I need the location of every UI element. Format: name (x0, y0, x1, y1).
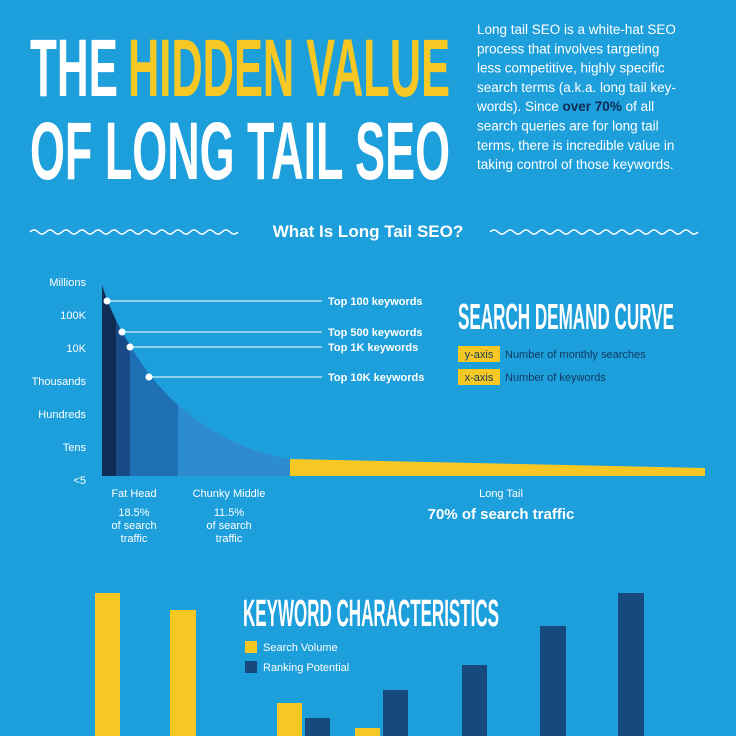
intro-line: terms, there is incredible value in (477, 138, 674, 153)
y-label: Millions (49, 277, 86, 289)
intro-line: search terms (a.k.a. long tail key- (477, 80, 676, 95)
bar (618, 593, 644, 736)
section-title: KEYWORD CHARACTERISTICS (243, 593, 499, 635)
segment-note: traffic (216, 533, 243, 545)
segment-name: Chunky Middle (193, 488, 266, 500)
segment-share: 18.5% (118, 507, 149, 519)
bar (383, 690, 408, 736)
y-label: Tens (63, 442, 87, 454)
legend-key-box (458, 369, 500, 385)
intro-line: process that involves targeting (477, 41, 659, 56)
intro-line: taking control of those keywords. (477, 157, 674, 172)
legend-swatch (245, 661, 257, 673)
intro: Long tail SEO is a white-hat SEO process … (476, 22, 676, 172)
intro-highlight: over 70% (563, 99, 622, 114)
legend-key: y-axis (465, 349, 494, 361)
bar (305, 718, 330, 736)
intro-line: search queries are for long tail (477, 119, 659, 134)
intro-line: Long tail SEO is a white-hat SEO (477, 22, 676, 37)
segment-name: Fat Head (111, 488, 156, 500)
fat-head (102, 285, 116, 476)
segment-name: Long Tail (479, 488, 523, 500)
segment-note: traffic (121, 533, 148, 545)
wave (29, 229, 239, 235)
marker-label: Top 500 keywords (328, 327, 423, 339)
bar (95, 593, 120, 736)
segment-share: 70% of search traffic (428, 506, 575, 523)
segment-share: 11.5% (214, 507, 245, 519)
y-label: Hundreds (38, 409, 86, 421)
y-label: 10K (66, 343, 86, 355)
marker-label: Top 1K keywords (328, 342, 418, 354)
middle-tail (178, 405, 290, 476)
marker-label: Top 10K keywords (328, 372, 424, 384)
intro-line: words). Since over 70% of all (476, 99, 654, 114)
bar (277, 703, 302, 736)
chunky-middle (130, 345, 178, 476)
bar (355, 728, 380, 736)
section-heading: What Is Long Tail SEO? (273, 222, 463, 241)
legend-swatch (245, 641, 257, 653)
bar (462, 665, 487, 736)
bars (95, 593, 644, 736)
bar (540, 626, 566, 736)
legend-key-box (458, 346, 500, 362)
segment-note: of search (111, 520, 156, 532)
bar (170, 610, 196, 736)
long-tail (290, 459, 705, 476)
marker-dot (145, 373, 153, 381)
legend-text: Number of monthly searches (505, 349, 646, 361)
fat-head (116, 320, 130, 476)
title: THE (30, 23, 118, 114)
y-label: 100K (60, 310, 86, 322)
intro-line: less competitive, highly specific (477, 61, 665, 76)
title-highlight: HIDDEN VALUE (128, 23, 450, 114)
wave (489, 229, 699, 235)
y-labels: Millions 100K 10K Thousands Hundreds Tens <5 (32, 277, 87, 487)
intro-text: words). Since (476, 99, 563, 114)
marker-label: Top 100 keywords (328, 296, 423, 308)
legend-label: Search Volume (263, 642, 338, 654)
marker-dot (103, 297, 111, 305)
y-label: Thousands (32, 376, 87, 388)
markers: Top 100 keywords Top 500 keywords Top 1K k… (103, 296, 424, 384)
intro-text: of all (622, 99, 654, 114)
y-label: <5 (73, 475, 86, 487)
legend-text: Number of keywords (505, 372, 606, 384)
legend-label: Ranking Potential (263, 662, 349, 674)
legend-key: x-axis (465, 372, 494, 384)
marker-dot (126, 343, 134, 351)
segment-note: of search (206, 520, 251, 532)
curve-title: SEARCH DEMAND CURVE (458, 296, 674, 337)
title: OF LONG TAIL SEO (30, 106, 450, 197)
marker-dot (118, 328, 126, 336)
legend: y-axis Number of monthly searches x-axis Nu… (458, 346, 646, 385)
